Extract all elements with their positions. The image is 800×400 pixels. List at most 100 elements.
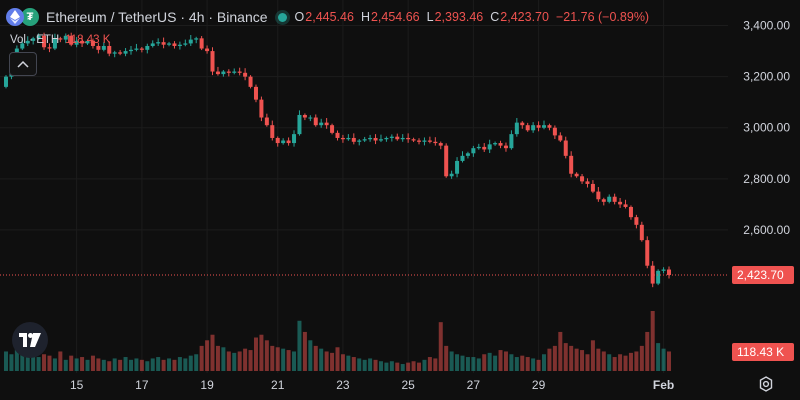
candle-body xyxy=(482,146,487,150)
volume-label[interactable]: Vol · ETH xyxy=(10,34,60,46)
candle-body xyxy=(281,140,286,144)
volume-bar xyxy=(493,355,498,371)
candle-body xyxy=(395,136,400,140)
x-tick-label: 29 xyxy=(532,378,546,392)
candle-body xyxy=(42,35,47,48)
volume-bar xyxy=(525,357,530,371)
volume-bar xyxy=(172,359,177,371)
y-tick-label: 3,000.00 xyxy=(743,121,790,135)
candle-body xyxy=(465,153,470,156)
volume-bar xyxy=(330,352,335,371)
volume-bar xyxy=(58,351,63,371)
volume-tag: 118.43 K xyxy=(732,343,794,361)
gear-icon[interactable] xyxy=(758,376,774,392)
candle-body xyxy=(346,137,351,140)
candle-body xyxy=(433,141,438,144)
volume-bar xyxy=(243,348,248,371)
candle-body xyxy=(85,40,90,44)
candle-body xyxy=(373,137,378,141)
volume-bar xyxy=(520,355,525,371)
volume-bar xyxy=(145,361,150,371)
candle-body xyxy=(47,47,52,49)
candle-body xyxy=(20,43,25,49)
candle-body xyxy=(569,155,574,174)
volume-bar xyxy=(324,351,329,371)
candle-body xyxy=(590,183,595,192)
candle-body xyxy=(270,125,275,138)
volume-bar xyxy=(281,348,286,371)
volume-bar xyxy=(346,355,351,371)
candle-body xyxy=(623,204,628,207)
candle-body xyxy=(444,145,449,177)
volume-bar xyxy=(259,334,264,371)
volume-bar xyxy=(487,352,492,371)
volume-bar xyxy=(590,340,595,371)
volume-bar xyxy=(90,355,95,371)
candle-body xyxy=(275,137,280,144)
candles xyxy=(4,32,671,288)
candle-body xyxy=(400,137,405,140)
candle-body xyxy=(384,137,389,140)
volume-bar xyxy=(449,351,454,371)
volume-bar xyxy=(514,357,519,371)
volume-bar xyxy=(476,358,481,371)
symbol-title[interactable]: Ethereum / TetherUS · 4h · Binance xyxy=(46,9,268,25)
volume-bar xyxy=(134,358,139,371)
volume-bar xyxy=(167,358,172,371)
volume-bar xyxy=(498,350,503,371)
candle-body xyxy=(542,125,547,128)
volume-bar xyxy=(319,348,324,371)
candle-body xyxy=(259,99,264,118)
volume-bar xyxy=(14,348,19,371)
candle-body xyxy=(183,43,188,45)
candle-body xyxy=(406,137,411,140)
volume-bar xyxy=(139,359,144,371)
candle-body xyxy=(634,217,639,225)
volume-bar xyxy=(542,354,547,371)
volume-bar xyxy=(482,354,487,371)
volume-bar xyxy=(150,358,155,371)
volume-bar xyxy=(650,311,655,371)
market-status-icon[interactable] xyxy=(277,12,287,22)
volume-bar xyxy=(536,359,541,371)
volume-bar xyxy=(47,355,52,371)
volume-bar xyxy=(96,358,101,371)
candle-body xyxy=(199,38,204,49)
volume-bar xyxy=(69,355,74,371)
volume-bar xyxy=(232,352,237,371)
volume-bar xyxy=(210,334,215,371)
candle-body xyxy=(650,265,655,284)
volume-bar xyxy=(85,359,90,371)
volume-bar xyxy=(237,351,242,371)
candle-body xyxy=(460,155,465,161)
volume-bar xyxy=(362,359,367,371)
candle-body xyxy=(221,71,226,75)
volume-bar xyxy=(101,359,106,371)
volume-bar xyxy=(118,359,123,371)
volume-bar xyxy=(455,354,460,371)
volume-bar xyxy=(438,322,443,371)
volume-bar xyxy=(351,357,356,371)
volume-bar xyxy=(406,362,411,371)
volume-bar xyxy=(128,359,133,371)
volume-bar xyxy=(460,355,465,371)
volume-bar xyxy=(80,357,85,371)
grid-lines xyxy=(0,0,728,373)
tradingview-logo[interactable] xyxy=(12,322,48,358)
volume-value: 118.43 K xyxy=(65,34,111,46)
candle-body xyxy=(449,173,454,177)
candle-body xyxy=(205,48,210,52)
volume-bar xyxy=(74,358,79,371)
candle-body xyxy=(552,127,557,136)
volume-bar xyxy=(4,351,8,371)
volume-bar xyxy=(292,351,297,371)
volume-bar xyxy=(215,345,220,371)
candle-body xyxy=(389,136,394,138)
volume-bar xyxy=(596,348,601,371)
volume-bar xyxy=(373,359,378,371)
collapse-legend-button[interactable] xyxy=(9,52,37,76)
candle-body xyxy=(558,135,563,141)
x-tick-label: 21 xyxy=(271,378,285,392)
ethereum-icon xyxy=(6,8,24,26)
